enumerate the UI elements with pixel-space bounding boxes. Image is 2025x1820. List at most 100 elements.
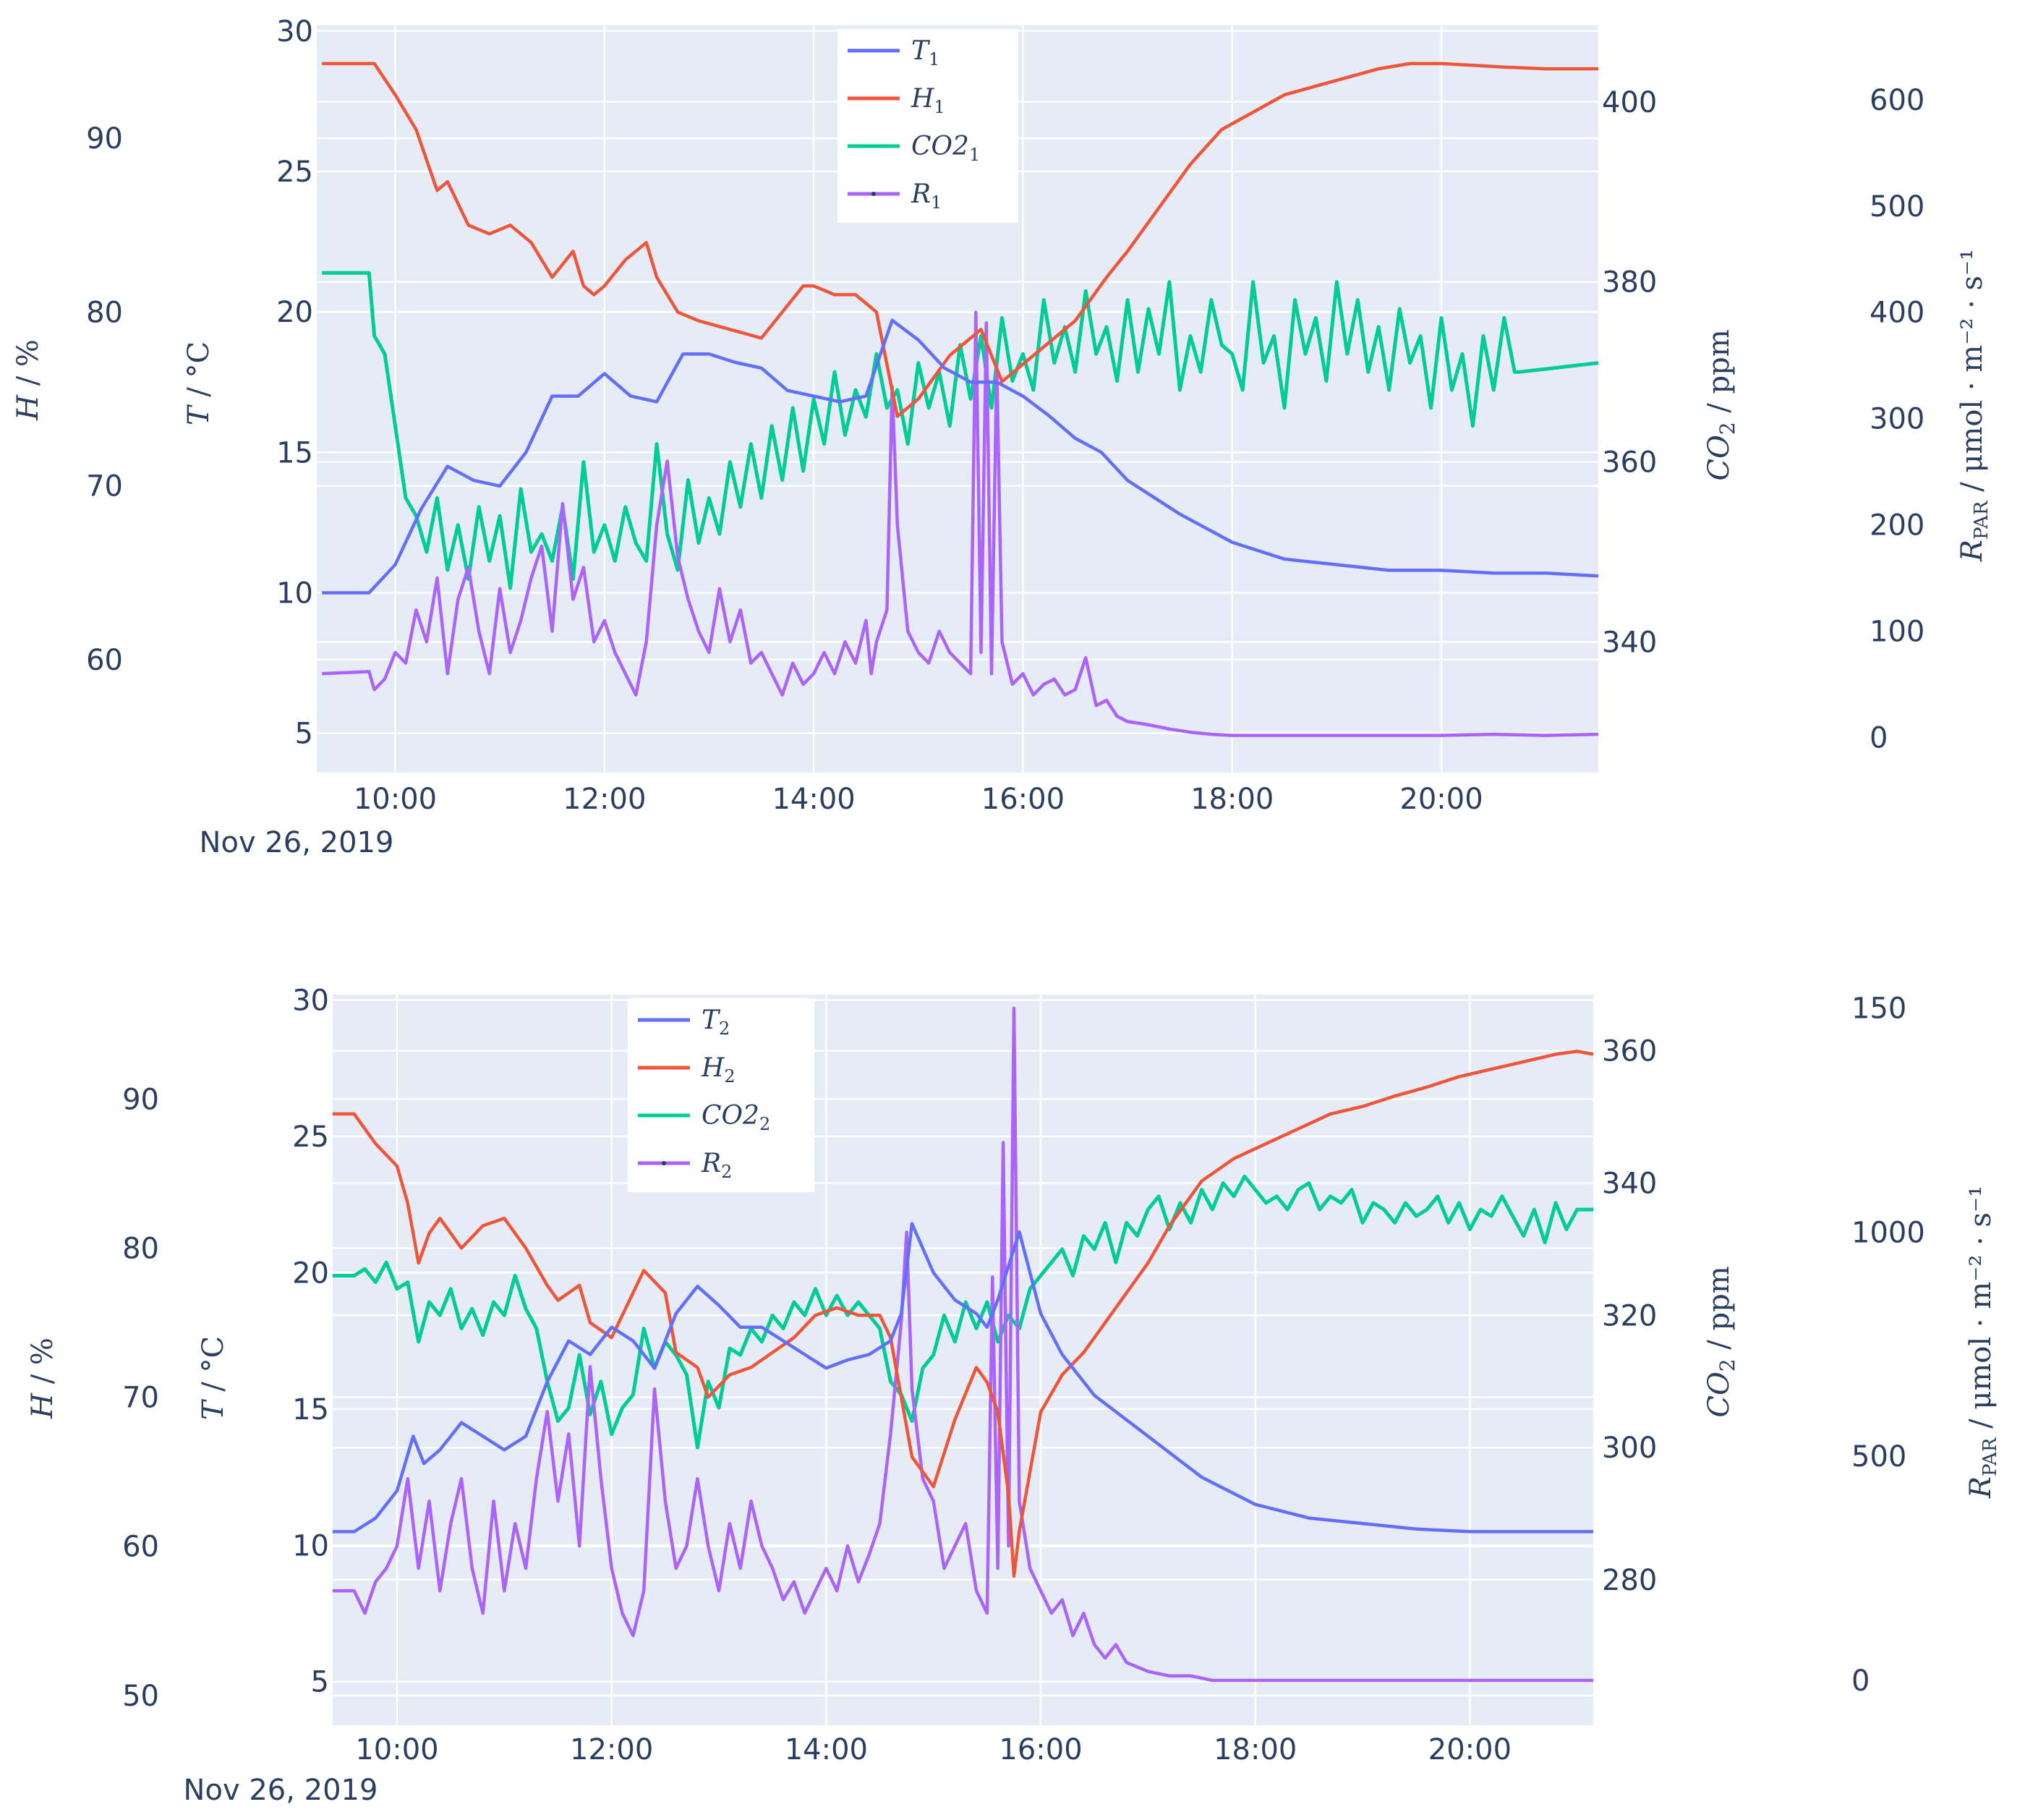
h-axis-title: H / %: [12, 339, 45, 421]
legend-item-r1[interactable]: R1: [848, 179, 942, 213]
legend-label-h1: H1: [911, 84, 945, 117]
legend-label-r2: R2: [701, 1149, 732, 1182]
tick-label: 320: [1602, 1299, 1657, 1332]
r-1-line: [322, 310, 1599, 737]
co2-axis-ticks: 280 300 320 340 360: [1602, 1035, 1657, 1597]
tick-label: 30: [276, 15, 313, 48]
tick-label: 16:00: [981, 783, 1065, 816]
legend-label-co2-2: CO22: [702, 1101, 770, 1134]
r-axis-title: RPAR / μmol · m⁻² · s⁻¹: [1964, 1186, 2001, 1499]
legend-marker-r1: [871, 192, 876, 196]
co2-1-line: [322, 271, 1599, 590]
tick-label: 90: [86, 122, 123, 156]
tick-label: 100: [1870, 616, 1924, 649]
tick-label: 70: [122, 1382, 159, 1415]
legend-marker-r2: [662, 1161, 666, 1165]
h-1-line: [322, 61, 1598, 418]
t-axis-title: T / °C: [182, 341, 216, 425]
tick-label: 10: [276, 577, 313, 610]
tick-label: 1000: [1851, 1216, 1925, 1249]
tick-label: 500: [1851, 1440, 1906, 1474]
tick-label: 500: [1870, 190, 1924, 224]
co2-axis-ticks: 340 360 380 400: [1602, 86, 1657, 660]
tick-label: 280: [1602, 1564, 1657, 1597]
tick-label: 90: [122, 1083, 159, 1116]
t-axis-ticks: 5 10 15 20 25 30: [276, 15, 313, 751]
tick-label: 400: [1602, 86, 1657, 119]
series-layer: [333, 1006, 1594, 1683]
h-axis-title: H / %: [26, 1338, 59, 1419]
h-axis-ticks: 50 60 70 80 90: [122, 1083, 159, 1712]
h-axis-ticks: 60 70 80 90: [86, 122, 123, 677]
tick-label: 50: [122, 1680, 159, 1713]
legend-item-co2-1[interactable]: CO21: [848, 132, 980, 165]
tick-label: 18:00: [1214, 1733, 1297, 1766]
x-axis-ticks: 10:00 12:00 14:00 16:00 18:00 20:00: [355, 1733, 1512, 1766]
co2-axis-title: CO2 / ppm: [1702, 1266, 1739, 1417]
tick-label: 5: [311, 1666, 329, 1699]
tick-label: 80: [86, 296, 123, 329]
tick-label: 340: [1602, 626, 1657, 660]
legend-label-t2: T2: [702, 1005, 730, 1039]
tick-label: 0: [1851, 1664, 1870, 1698]
tick-label: 150: [1851, 992, 1906, 1026]
series-layer: [322, 61, 1599, 737]
tick-label: 12:00: [570, 1733, 653, 1766]
tick-label: 18:00: [1190, 783, 1274, 816]
tick-label: 60: [122, 1531, 159, 1564]
tick-label: 10: [292, 1529, 329, 1562]
tick-label: 30: [292, 985, 329, 1018]
legend-item-co2-2[interactable]: CO22: [638, 1101, 770, 1134]
legend-label-t1: T1: [911, 36, 939, 69]
tick-label: 10:00: [354, 783, 437, 816]
chart-bottom: 5 10 15 20 25 30 50 60 70 80 90 280 300 320 340 360 0…: [26, 985, 2001, 1807]
t-1-line: [322, 318, 1599, 595]
tick-label: 5: [295, 718, 313, 751]
legend-label-r1: R1: [911, 179, 942, 213]
chart-top: 5 10 15 20 25 30 60 70 80 90 340 360 380 400 0 100 20…: [12, 15, 1992, 859]
tick-label: 60: [86, 644, 123, 677]
legend-item-r2[interactable]: R2: [638, 1149, 732, 1182]
tick-label: 15: [276, 436, 313, 469]
tick-label: 80: [122, 1232, 159, 1265]
tick-label: 360: [1602, 1035, 1657, 1068]
tick-label: 20:00: [1399, 783, 1483, 816]
co2-axis-title: CO2 / ppm: [1702, 329, 1739, 480]
tick-label: 400: [1870, 297, 1924, 330]
tick-label: 300: [1870, 403, 1924, 436]
legend[interactable]: T2 H2 CO22 R2: [628, 998, 814, 1192]
x-axis-date-label: Nov 26, 2019: [184, 1774, 378, 1807]
plot-background: [333, 995, 1593, 1725]
tick-label: 12:00: [563, 783, 646, 816]
legend[interactable]: T1 H1 CO21 R1: [837, 29, 1018, 223]
r-2-line: [333, 1006, 1593, 1683]
legend-label-co2-1: CO21: [911, 132, 980, 165]
r-axis-title: RPAR / μmol · m⁻² · s⁻¹: [1956, 249, 1992, 562]
tick-label: 25: [276, 156, 313, 189]
tick-label: 360: [1602, 446, 1657, 480]
tick-label: 20:00: [1428, 1733, 1512, 1766]
tick-label: 20: [276, 296, 313, 329]
r-axis-ticks: 0 500 1000 150: [1851, 992, 1925, 1698]
legend-item-h2[interactable]: H2: [638, 1053, 736, 1087]
legend-item-h1[interactable]: H1: [848, 84, 945, 117]
tick-label: 600: [1870, 84, 1924, 117]
t-axis-title: T / °C: [197, 1336, 230, 1420]
r-axis-ticks: 0 100 200 300 400 500 600: [1870, 84, 1924, 755]
legend-item-t1[interactable]: T1: [848, 36, 939, 69]
tick-label: 340: [1602, 1167, 1657, 1200]
tick-label: 300: [1602, 1432, 1657, 1465]
t-axis-ticks: 5 10 15 20 25 30: [292, 985, 329, 1699]
legend-background: [837, 29, 1018, 223]
tick-label: 25: [292, 1121, 329, 1154]
tick-label: 16:00: [999, 1733, 1082, 1766]
legend-label-h2: H2: [701, 1053, 736, 1087]
tick-label: 10:00: [355, 1733, 438, 1766]
tick-label: 380: [1602, 266, 1657, 299]
tick-label: 20: [292, 1256, 329, 1290]
tick-label: 15: [292, 1393, 329, 1426]
tick-label: 200: [1870, 509, 1924, 543]
x-axis-date-label: Nov 26, 2019: [200, 826, 394, 859]
legend-item-t2[interactable]: T2: [638, 1005, 730, 1039]
